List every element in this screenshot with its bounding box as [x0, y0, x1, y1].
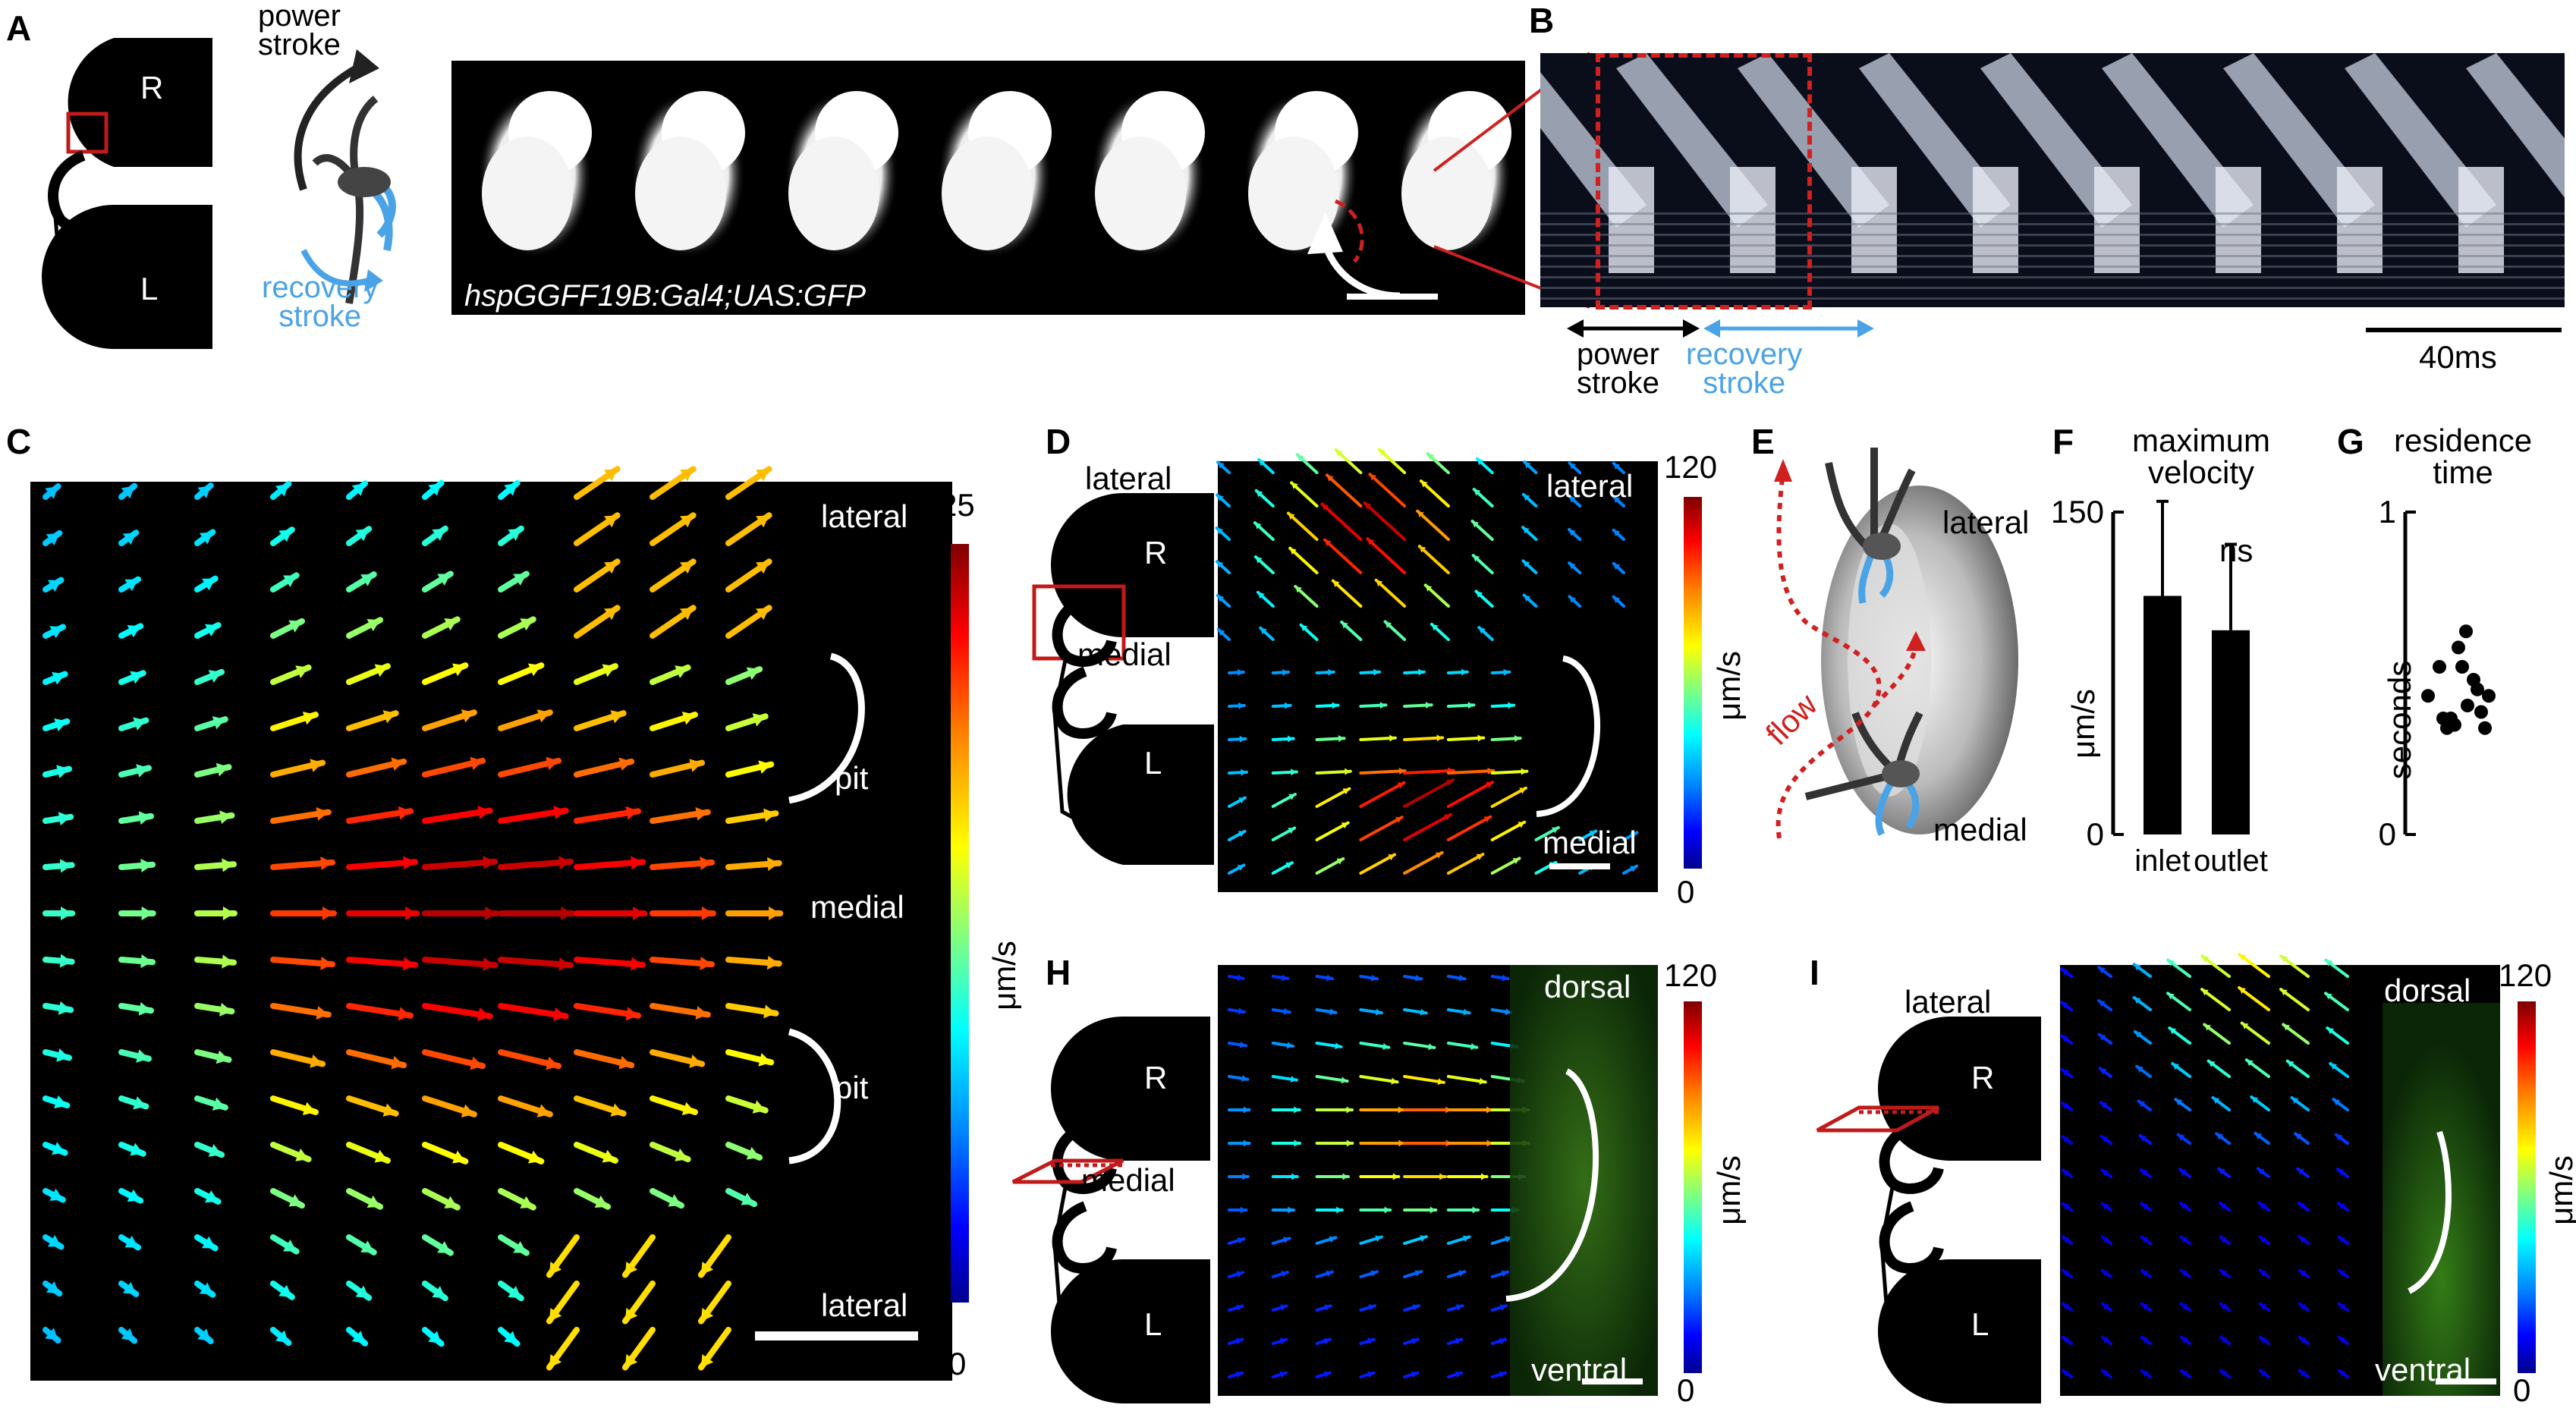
flow-field-h — [1218, 965, 1658, 1396]
scale-label-b: 40ms — [2419, 339, 2497, 375]
cbar-unit-c: μm/s — [986, 941, 1022, 1010]
e-lateral: lateral — [1942, 504, 2030, 540]
lobe-r-a: R — [140, 70, 164, 105]
f-ylabel: μm/s — [2065, 689, 2101, 759]
cbar-unit-h: μm/s — [1710, 1155, 1747, 1225]
lobe-l-d: L — [1144, 745, 1162, 781]
colorbar-i — [2518, 1001, 2536, 1373]
cbar-max-d: 120 — [1664, 449, 1718, 485]
pit-outlines-c — [788, 652, 865, 1164]
lobe-r-d: R — [1144, 535, 1168, 570]
scale-bar-c — [755, 1331, 918, 1340]
f-bar-outlet — [2212, 630, 2250, 834]
cbar-min-h: 0 — [1677, 1372, 1695, 1408]
c-top-lateral: lateral — [821, 498, 908, 534]
g-point — [2482, 689, 2496, 703]
g-point — [2478, 721, 2492, 735]
colorbar-c — [951, 544, 969, 1303]
zebrafish-nose-schematic-h — [1011, 1017, 1210, 1403]
cilium-stroke-diagram — [294, 49, 396, 304]
cbar-min-i: 0 — [2513, 1372, 2531, 1408]
max-velocity-bar-chart: 0 150 inlet outlet — [2051, 494, 2268, 878]
f-bar-inlet — [2144, 596, 2181, 834]
i-bottom-ventral: ventral — [2375, 1352, 2471, 1388]
g-point — [2459, 624, 2473, 639]
g-point — [2452, 640, 2465, 655]
cbar-unit-i: μm/s — [2543, 1155, 2576, 1225]
g-point — [2421, 689, 2435, 703]
g-point — [2433, 660, 2446, 674]
scale-bar-b — [2366, 328, 2562, 332]
panel-label-a: A — [6, 8, 32, 48]
flow-field-d — [1215, 448, 1658, 892]
panel-label-h: H — [1046, 953, 1071, 992]
f-category-label: inlet — [2134, 844, 2190, 878]
flow-field-i — [2060, 953, 2500, 1396]
g-point — [2461, 699, 2474, 712]
stroke-arrows-b — [1567, 319, 1874, 338]
g-title: residence time — [2394, 423, 2533, 490]
g-point — [2455, 660, 2469, 674]
panel-label-i: I — [1810, 953, 1820, 992]
cbar-min-c: 0 — [948, 1346, 967, 1381]
e-medial: medial — [1933, 812, 2027, 847]
g-y-tick-label: 1 — [2379, 494, 2396, 530]
d-schematic-lateral: lateral — [1085, 460, 1172, 496]
d-schematic-medial: medial — [1077, 636, 1172, 672]
h-bottom-ventral: ventral — [1531, 1352, 1628, 1388]
lobe-l-a: L — [140, 271, 159, 306]
residence-time-scatter: 01 — [2379, 494, 2496, 852]
h-top-dorsal: dorsal — [1544, 969, 1631, 1004]
cbar-max-c: 25 — [939, 487, 975, 523]
recovery-stroke-label-b: recovery stroke — [1686, 338, 1803, 400]
g-ylabel: seconds — [2382, 660, 2418, 780]
power-stroke-label-b: power stroke — [1577, 338, 1659, 400]
transgene-label: hspGGFF19B:Gal4;UAS:GFP — [464, 279, 867, 313]
f-y-tick-label: 150 — [2051, 494, 2104, 530]
cbar-min-d: 0 — [1677, 874, 1695, 910]
panel-label-d: D — [1046, 422, 1071, 461]
colorbar-h — [1684, 1001, 1702, 1373]
panel-label-b: B — [1529, 1, 1555, 40]
lobe-r-i: R — [1971, 1060, 1995, 1095]
kymograph — [1540, 53, 2565, 307]
lobe-l-h: L — [1144, 1306, 1162, 1342]
f-title: maximum velocity — [2132, 423, 2271, 490]
colorbar-d — [1684, 497, 1702, 869]
zebrafish-nose-schematic-a — [42, 38, 212, 349]
lobe-r-h: R — [1144, 1060, 1168, 1095]
recovery-stroke-label-a: recovery stroke — [262, 271, 379, 333]
flow-field-c — [30, 466, 952, 1381]
panel-label-c: C — [6, 422, 32, 461]
power-stroke-label-a: power stroke — [258, 0, 341, 61]
cbar-max-h: 120 — [1664, 957, 1718, 993]
g-point — [2471, 682, 2484, 696]
gfp-image-strip — [451, 61, 1525, 315]
i-schematic-lateral: lateral — [1904, 984, 1992, 1020]
zebrafish-nose-schematic-i — [1816, 1017, 2041, 1403]
panel-label-g: G — [2337, 422, 2364, 461]
f-ns: ns — [2219, 533, 2254, 568]
f-y-tick-label: 0 — [2087, 816, 2104, 852]
d-top-lateral: lateral — [1546, 468, 1634, 504]
panel-label-e: E — [1751, 422, 1775, 461]
f-category-label: outlet — [2194, 844, 2268, 878]
kymograph-roi-box — [1596, 53, 1812, 310]
panel-label-f: F — [2052, 422, 2074, 461]
g-point — [2474, 705, 2488, 719]
zebrafish-nose-schematic-d — [1032, 493, 1214, 865]
c-bottom-lateral: lateral — [821, 1287, 908, 1323]
g-point — [2448, 718, 2461, 732]
lobe-l-i: L — [1971, 1306, 1989, 1342]
nasal-pit-3d-diagram — [1774, 447, 2018, 839]
cbar-unit-d: μm/s — [1710, 651, 1747, 721]
c-medial: medial — [810, 889, 904, 925]
i-top-dorsal: dorsal — [2384, 973, 2471, 1008]
g-y-tick-label: 0 — [2379, 816, 2396, 852]
cbar-max-i: 120 — [2499, 957, 2552, 993]
d-bottom-medial: medial — [1543, 825, 1637, 860]
h-schematic-medial: medial — [1081, 1162, 1175, 1198]
